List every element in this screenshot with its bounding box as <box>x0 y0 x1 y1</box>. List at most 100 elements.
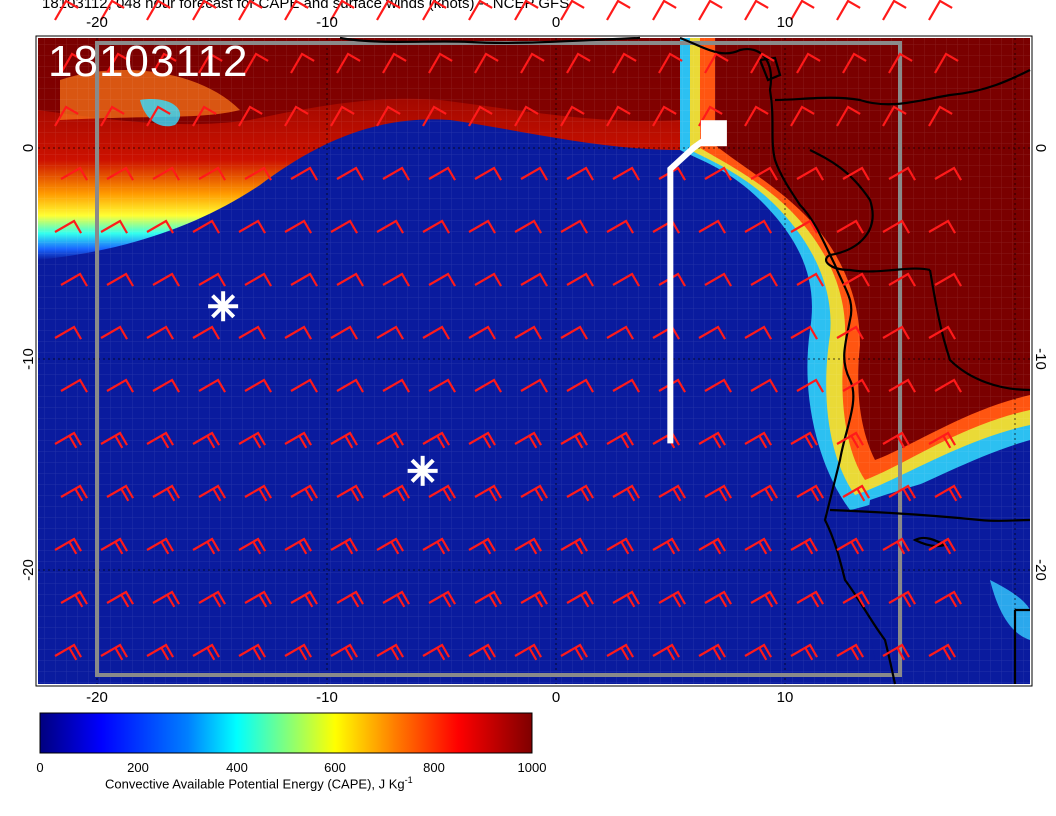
wind-barb <box>152 378 181 393</box>
wind-barb <box>704 272 733 287</box>
wind-barb <box>934 166 963 181</box>
wind-barb <box>514 325 543 340</box>
colorbar <box>39 712 533 754</box>
wind-barb <box>750 166 779 181</box>
lon-tick-top: -20 <box>86 14 108 31</box>
lon-tick-bottom: -20 <box>86 689 108 706</box>
wind-barb <box>560 105 585 127</box>
colorbar-tick: 400 <box>226 760 248 775</box>
wind-barb <box>198 484 227 502</box>
wind-barb <box>658 272 687 287</box>
colorbar-tick: 200 <box>127 760 149 775</box>
wind-barb <box>474 166 503 181</box>
wind-barb <box>290 52 315 74</box>
wind-barb <box>422 0 447 21</box>
wind-barb <box>244 52 269 74</box>
map-frame <box>35 35 1033 687</box>
wind-barb <box>422 643 451 661</box>
wind-barb <box>888 166 917 181</box>
lon-tick-bottom: -10 <box>316 689 338 706</box>
wind-barb <box>198 272 227 287</box>
wind-barb <box>336 484 365 502</box>
wind-barb <box>698 431 727 449</box>
wind-barb <box>192 431 221 449</box>
wind-barb <box>238 325 267 340</box>
wind-barb <box>336 52 361 74</box>
wind-barb <box>836 537 865 555</box>
wind-barb <box>330 537 359 555</box>
wind-barb <box>192 105 217 127</box>
wind-barb <box>790 643 819 661</box>
wind-barb <box>790 537 819 555</box>
wind-barb <box>192 0 217 21</box>
wind-barb <box>244 378 273 393</box>
wind-barb <box>376 0 401 21</box>
wind-barb <box>330 325 359 340</box>
wind-barb <box>54 0 79 21</box>
wind-barb <box>928 219 957 234</box>
wind-barb <box>698 325 727 340</box>
wind-barb <box>658 590 687 608</box>
wind-barb <box>244 272 273 287</box>
wind-barb <box>468 537 497 555</box>
wind-barb <box>54 325 83 340</box>
wind-barb <box>474 52 499 74</box>
wind-barb <box>238 431 267 449</box>
wind-barb <box>836 105 861 127</box>
wind-barb <box>382 272 411 287</box>
wind-barb <box>612 166 641 181</box>
wind-barb <box>606 325 635 340</box>
wind-barb <box>54 219 83 234</box>
wind-barb <box>796 484 825 502</box>
wind-barb <box>422 431 451 449</box>
wind-barb <box>790 325 819 340</box>
wind-barb <box>652 0 677 21</box>
wind-barb <box>106 52 131 74</box>
lon-tick-top: -10 <box>316 14 338 31</box>
wind-barb <box>422 105 447 127</box>
wind-barb <box>428 52 453 74</box>
lon-tick-bottom: 10 <box>777 689 794 706</box>
lat-tick-left: 0 <box>20 144 37 152</box>
wind-barb <box>560 643 589 661</box>
wind-barb <box>100 0 125 21</box>
wind-barb <box>244 484 273 502</box>
wind-barb <box>842 590 871 608</box>
wind-barb <box>146 431 175 449</box>
wind-barb <box>244 590 273 608</box>
wind-barb <box>428 166 457 181</box>
wind-barb <box>612 52 637 74</box>
wind-barb <box>836 219 865 234</box>
wind-barb <box>612 272 641 287</box>
wind-barb <box>290 272 319 287</box>
wind-barb <box>60 484 89 502</box>
wind-barb <box>704 52 729 74</box>
wind-barb <box>658 484 687 502</box>
wind-barb <box>152 52 177 74</box>
wind-barb <box>284 537 313 555</box>
wind-barb <box>284 325 313 340</box>
wind-barb <box>54 105 79 127</box>
wind-barb <box>474 272 503 287</box>
wind-barb <box>836 431 865 449</box>
wind-barb <box>54 537 83 555</box>
wind-barb <box>198 166 227 181</box>
lat-tick-right: -10 <box>1032 348 1049 370</box>
wind-barb <box>422 537 451 555</box>
wind-barb <box>376 105 401 127</box>
colorbar-title-superscript: -1 <box>404 775 413 785</box>
wind-barb <box>146 0 171 21</box>
colorbar-tick: 800 <box>423 760 445 775</box>
wind-barb <box>152 590 181 608</box>
wind-barb <box>146 537 175 555</box>
wind-barb <box>612 484 641 502</box>
wind-barb <box>428 484 457 502</box>
wind-barb <box>198 378 227 393</box>
wind-barb <box>796 52 821 74</box>
wind-barb <box>336 272 365 287</box>
wind-barb <box>428 272 457 287</box>
wind-barb <box>376 325 405 340</box>
colorbar-tick: 0 <box>36 760 44 775</box>
wind-barb <box>376 537 405 555</box>
